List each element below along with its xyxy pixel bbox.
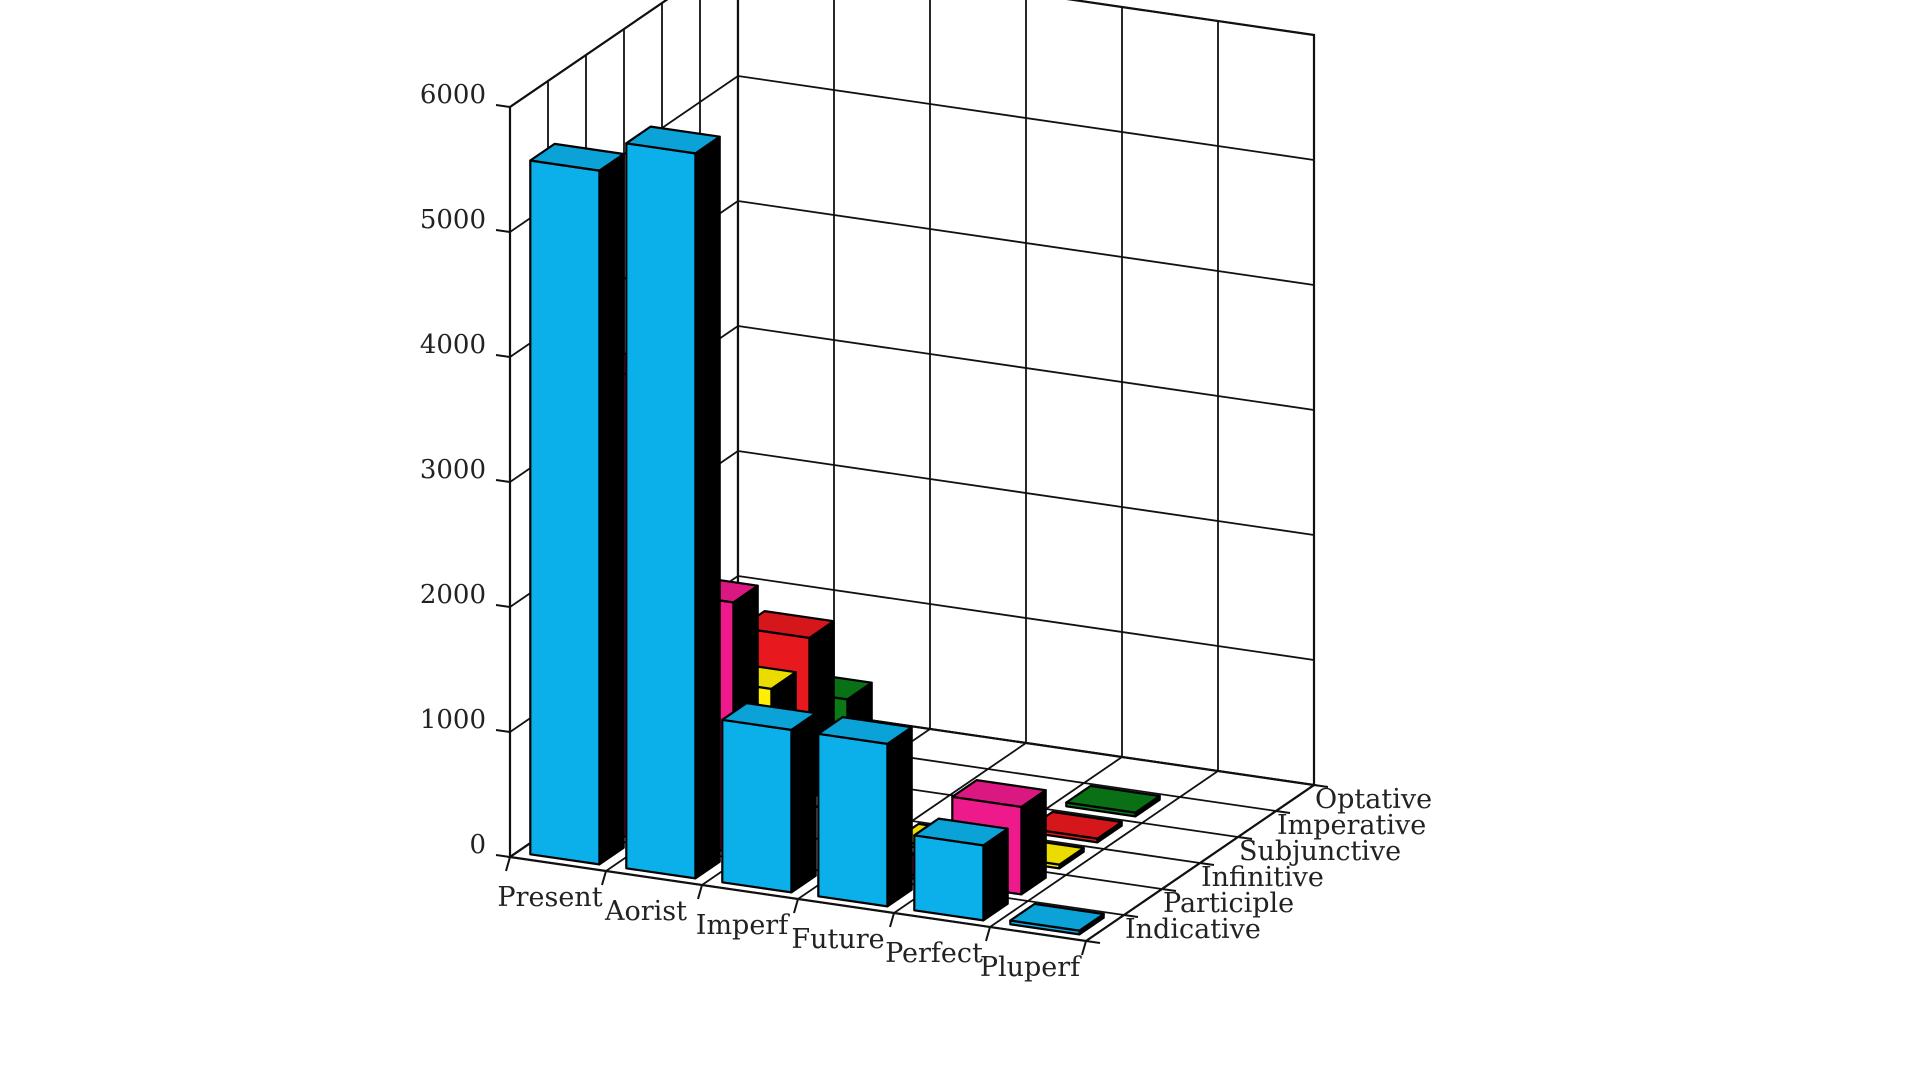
bar-top xyxy=(721,701,817,732)
bar-top xyxy=(817,715,913,746)
category-label: Present xyxy=(497,882,602,913)
depth-tick xyxy=(1085,940,1101,944)
x-tick xyxy=(793,898,799,914)
bar-top xyxy=(951,778,1047,809)
depth-tick xyxy=(1313,784,1329,788)
x-tick xyxy=(889,912,895,928)
y-tick-label: 5000 xyxy=(420,205,486,235)
y-tick xyxy=(495,104,511,108)
bar xyxy=(913,817,1009,922)
chart-bars xyxy=(529,125,1161,936)
category-label: Imperf xyxy=(696,910,790,941)
depth-tick xyxy=(1199,862,1215,866)
x-tick xyxy=(505,856,511,872)
y-tick-label: 4000 xyxy=(420,330,486,360)
series-label: Infinitive xyxy=(1201,862,1324,893)
y-tick-label: 3000 xyxy=(420,455,486,485)
bar-top xyxy=(913,817,1009,847)
category-label: Future xyxy=(791,924,884,955)
bar xyxy=(625,125,721,880)
bar-side xyxy=(790,712,817,894)
series-label: Subjunctive xyxy=(1239,836,1401,867)
y-tick xyxy=(495,354,511,358)
bar-front xyxy=(625,142,697,880)
bar xyxy=(1009,902,1105,936)
category-label: Perfect xyxy=(885,938,983,969)
y-tick xyxy=(495,854,511,858)
bar-front xyxy=(721,718,793,894)
y-tick xyxy=(495,229,511,233)
series-label: Indicative xyxy=(1125,914,1261,945)
y-tick-label: 1000 xyxy=(420,705,486,735)
x-tick xyxy=(1081,940,1087,956)
y-tick-label: 6000 xyxy=(420,80,486,110)
chart-labels: 0 1000 2000 3000 4000 5000 6000 Present Aorist Im… xyxy=(420,80,1432,983)
bar-front xyxy=(529,159,601,866)
bar-side xyxy=(598,152,625,866)
depth-tick xyxy=(1123,914,1139,918)
y-tick-label: 2000 xyxy=(420,580,486,610)
bar xyxy=(529,142,625,866)
bar-top xyxy=(1065,784,1161,814)
depth-tick xyxy=(1161,888,1177,892)
x-tick xyxy=(697,884,703,900)
series-label: Optative xyxy=(1315,784,1432,815)
y-tick xyxy=(495,729,511,733)
x-tick xyxy=(985,926,991,942)
bar-top xyxy=(529,142,625,172)
series-label: Imperative xyxy=(1277,810,1426,841)
y-tick xyxy=(495,479,511,483)
bar-side xyxy=(694,135,721,880)
bar-front xyxy=(913,834,985,922)
bar-top xyxy=(1009,902,1105,932)
series-label: Participle xyxy=(1163,888,1294,919)
category-label: Pluperf xyxy=(980,952,1082,983)
category-label: Aorist xyxy=(604,896,687,927)
depth-tick xyxy=(1237,836,1253,840)
bar-top xyxy=(625,125,721,155)
depth-tick xyxy=(1275,810,1291,814)
y-tick-label: 0 xyxy=(469,830,486,860)
x-tick xyxy=(601,870,607,886)
bar xyxy=(1065,784,1161,818)
bar-side xyxy=(886,726,913,908)
bar xyxy=(817,715,913,908)
bar xyxy=(721,701,817,894)
y-tick xyxy=(495,604,511,608)
bar-front xyxy=(817,732,889,908)
bar-side xyxy=(1020,789,1047,896)
